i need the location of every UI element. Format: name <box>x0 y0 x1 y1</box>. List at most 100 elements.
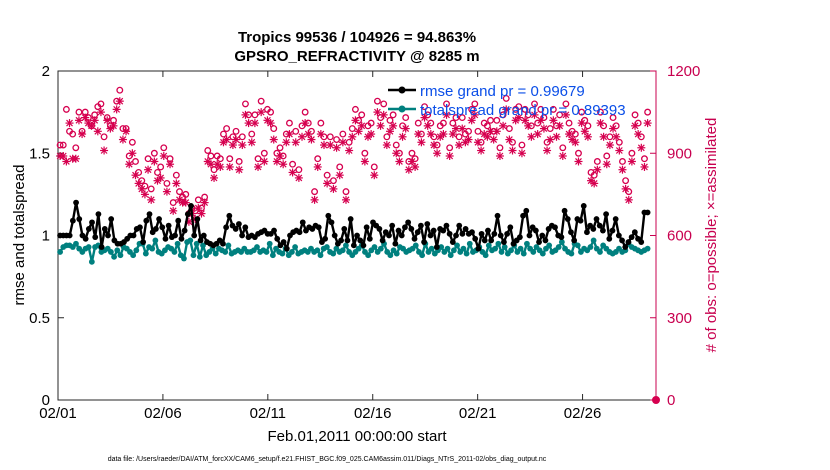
obs-assimilated-marker <box>499 121 508 130</box>
x-tick-label: 02/11 <box>250 405 286 422</box>
obs-assimilated-marker <box>294 173 303 182</box>
obs-possible-marker <box>314 155 322 163</box>
totalspread-point <box>520 250 527 257</box>
rmse-point <box>178 235 185 242</box>
rmse-point <box>347 216 354 222</box>
obs-assimilated-marker <box>376 121 385 130</box>
totalspread-point <box>130 252 137 259</box>
rmse-point <box>475 245 482 252</box>
obs-possible-marker <box>69 130 77 138</box>
obs-assimilated-marker <box>467 116 476 125</box>
obs-possible-marker <box>628 149 636 157</box>
rmse-point <box>411 235 418 242</box>
rmse-point <box>363 224 370 231</box>
rmse-point <box>236 221 242 227</box>
totalspread-point <box>539 250 546 257</box>
totalspread-point <box>142 250 149 257</box>
rmse-point <box>609 227 616 234</box>
obs-possible-marker <box>518 141 526 149</box>
obs-assimilated-marker <box>631 121 640 130</box>
totalspread-point <box>587 244 594 250</box>
obs-assimilated-marker <box>125 160 134 169</box>
obs-possible-marker <box>565 119 573 127</box>
obs-assimilated-marker <box>279 160 288 169</box>
rmse-point <box>89 219 95 226</box>
totalspread-point <box>574 242 581 249</box>
obs-assimilated-marker <box>65 119 74 128</box>
obs-possible-marker <box>421 103 428 111</box>
obs-assimilated-marker <box>423 121 432 130</box>
rmse-point <box>73 199 79 206</box>
rmse-point <box>322 235 329 242</box>
obs-assimilated-marker <box>250 119 259 128</box>
rmse-point <box>459 230 466 237</box>
obs-possible-marker <box>267 108 275 116</box>
rmse-point <box>600 227 606 234</box>
obs-possible-marker <box>373 97 381 105</box>
totalspread-point <box>317 252 324 259</box>
rmse-point <box>638 239 645 245</box>
y-left-tick-label: 2 <box>42 63 50 80</box>
totalspread-point <box>222 249 229 255</box>
obs-assimilated-marker <box>470 110 479 119</box>
obs-assimilated-marker <box>235 165 244 174</box>
obs-assimilated-marker <box>150 157 159 166</box>
totalspread-point <box>444 245 451 252</box>
rmse-point <box>456 222 463 229</box>
obs-assimilated-marker <box>445 151 454 160</box>
obs-possible-marker <box>97 100 105 108</box>
obs-assimilated-marker <box>634 130 643 139</box>
obs-possible-marker <box>160 144 168 152</box>
obs-assimilated-marker <box>122 127 131 136</box>
totalspread-point <box>428 245 435 252</box>
obs-assimilated-marker <box>411 162 420 171</box>
y-left-tick-label: 0 <box>42 392 50 409</box>
rmse-point <box>536 239 542 245</box>
obs-possible-marker <box>232 127 240 135</box>
obs-assimilated-marker <box>291 138 300 147</box>
obs-possible-marker <box>443 100 450 108</box>
obs-possible-marker <box>515 103 523 111</box>
obs-assimilated-marker <box>612 132 621 141</box>
rmse-point <box>92 234 99 241</box>
totalspread-point <box>196 253 203 260</box>
obs-possible-marker <box>323 171 331 179</box>
obs-assimilated-marker <box>288 168 297 177</box>
totalspread-point <box>108 249 114 255</box>
rmse-point <box>162 235 169 242</box>
obs-possible-marker <box>351 105 359 113</box>
obs-possible-marker <box>157 163 165 171</box>
rmse-point <box>418 222 424 229</box>
totalspread-point <box>88 258 95 265</box>
rmse-point <box>165 222 172 229</box>
totalspread-point <box>555 244 562 250</box>
totalspread-point <box>568 250 575 257</box>
obs-assimilated-marker <box>247 138 256 147</box>
obs-assimilated-marker <box>417 138 426 147</box>
obs-assimilated-marker <box>618 165 627 174</box>
obs-possible-marker <box>593 158 601 165</box>
rmse-point <box>481 237 488 244</box>
totalspread-point <box>371 244 378 250</box>
totalspread-point <box>187 237 194 244</box>
obs-assimilated-marker <box>316 130 325 139</box>
obs-assimilated-marker <box>590 179 599 188</box>
obs-assimilated-marker <box>257 108 266 117</box>
obs-possible-marker <box>75 108 83 116</box>
obs-possible-marker <box>223 125 231 133</box>
totalspread-point <box>111 253 117 260</box>
totalspread-point <box>133 247 140 254</box>
obs-possible-marker <box>502 94 510 102</box>
obs-assimilated-marker <box>338 138 347 147</box>
rmse-point <box>101 226 108 232</box>
rmse-point <box>66 232 73 239</box>
rmse-point <box>108 216 115 222</box>
obs-assimilated-marker <box>109 121 118 130</box>
rmse-point <box>360 242 367 249</box>
obs-assimilated-marker <box>577 119 586 128</box>
obs-possible-marker <box>128 138 136 146</box>
rmse-point <box>628 234 635 241</box>
obs-assimilated-marker <box>373 108 382 117</box>
obs-assimilated-marker <box>166 160 175 169</box>
rmse-point <box>76 216 83 222</box>
